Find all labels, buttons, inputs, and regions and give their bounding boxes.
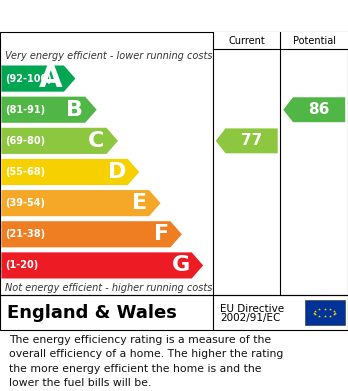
Text: A: A — [39, 64, 62, 93]
Polygon shape — [1, 128, 118, 154]
Text: Energy Efficiency Rating: Energy Efficiency Rating — [9, 9, 219, 23]
Text: B: B — [66, 100, 84, 120]
Text: Not energy efficient - higher running costs: Not energy efficient - higher running co… — [5, 283, 213, 293]
Text: 2002/91/EC: 2002/91/EC — [220, 313, 280, 323]
Text: (69-80): (69-80) — [6, 136, 46, 146]
Text: 86: 86 — [308, 102, 330, 117]
Text: (1-20): (1-20) — [6, 260, 39, 271]
Text: (21-38): (21-38) — [6, 229, 46, 239]
Text: (92-100): (92-100) — [6, 74, 52, 84]
Polygon shape — [216, 128, 278, 153]
Text: F: F — [153, 224, 169, 244]
Text: G: G — [172, 255, 190, 275]
Text: Current: Current — [228, 36, 265, 45]
Polygon shape — [1, 252, 203, 278]
Text: (81-91): (81-91) — [6, 105, 46, 115]
Text: E: E — [132, 193, 147, 213]
Text: Very energy efficient - lower running costs: Very energy efficient - lower running co… — [5, 51, 213, 61]
Polygon shape — [1, 190, 160, 216]
Polygon shape — [1, 159, 139, 185]
Text: 77: 77 — [241, 133, 262, 148]
Text: The energy efficiency rating is a measure of the
overall efficiency of a home. T: The energy efficiency rating is a measur… — [9, 335, 283, 388]
Text: Potential: Potential — [293, 36, 336, 45]
Text: England & Wales: England & Wales — [7, 303, 177, 321]
Bar — [304, 300, 345, 325]
Polygon shape — [1, 221, 182, 248]
Polygon shape — [283, 97, 345, 122]
Text: D: D — [108, 162, 126, 182]
Bar — [213, 32, 348, 49]
Text: EU Directive: EU Directive — [220, 304, 284, 314]
Polygon shape — [1, 97, 97, 123]
Text: (39-54): (39-54) — [6, 198, 46, 208]
Polygon shape — [1, 65, 76, 91]
Text: (55-68): (55-68) — [6, 167, 46, 177]
Text: C: C — [88, 131, 105, 151]
